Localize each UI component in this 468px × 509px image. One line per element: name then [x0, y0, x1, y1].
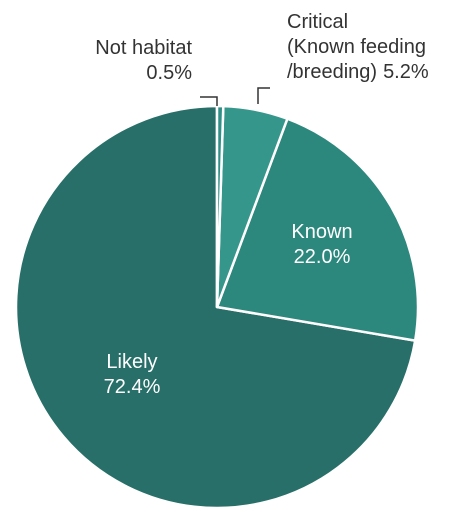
category-label: Not habitat	[95, 37, 192, 59]
slice-label: Known 22.0%	[272, 220, 372, 270]
value-label: 5.2%	[383, 61, 429, 83]
leader-line	[257, 87, 270, 104]
slice-label: Likely 72.4%	[82, 350, 182, 400]
slice-label: Critical (Known feeding /breeding) 5.2%	[287, 10, 429, 85]
leader-line	[200, 96, 218, 106]
category-label: Likely	[106, 351, 158, 373]
category-label: Critical (Known feeding /breeding)	[287, 11, 426, 83]
category-label: Known	[291, 221, 353, 243]
slice-label: Not habitat 0.5%	[95, 36, 192, 86]
pie-slice	[14, 104, 417, 509]
value-label: 72.4%	[103, 376, 161, 398]
value-label: 0.5%	[146, 62, 192, 84]
value-label: 22.0%	[293, 246, 351, 268]
